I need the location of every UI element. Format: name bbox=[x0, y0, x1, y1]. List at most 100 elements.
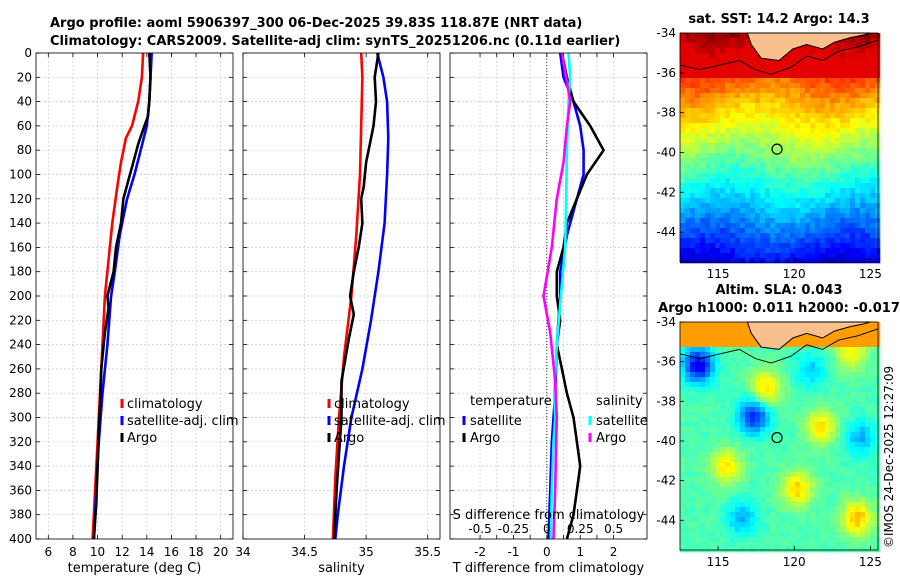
sla_map-cell bbox=[720, 497, 726, 503]
sst_map-cell bbox=[815, 53, 821, 59]
sst_map-cell bbox=[780, 118, 786, 124]
sst_map-cell bbox=[695, 228, 701, 234]
sst_map-cell bbox=[785, 68, 791, 74]
sla_map-cell bbox=[805, 337, 811, 343]
sla_map-cell bbox=[745, 417, 751, 423]
sla_map-cell bbox=[755, 417, 761, 423]
sst_map-cell bbox=[780, 238, 786, 244]
sst_map-cell bbox=[780, 103, 786, 109]
sla_map-cell bbox=[695, 447, 701, 453]
sst_map-cell bbox=[740, 128, 746, 134]
sst_map-cell bbox=[705, 78, 711, 84]
sst_map-cell bbox=[740, 198, 746, 204]
sla_map-cell bbox=[755, 507, 761, 513]
sla_map-cell bbox=[835, 412, 841, 418]
sla_map-cell bbox=[815, 502, 821, 508]
sst_map-cell bbox=[690, 93, 696, 99]
sst_map-cell bbox=[770, 83, 776, 89]
sla_map-cell bbox=[705, 427, 711, 433]
sla_map-cell bbox=[820, 352, 826, 358]
sla_map-cell bbox=[780, 422, 786, 428]
sla_map-cell bbox=[750, 427, 756, 433]
sst_map-cell bbox=[720, 153, 726, 159]
sst_map-cell bbox=[765, 83, 771, 89]
sst_map-cell bbox=[815, 128, 821, 134]
sla_map-cell bbox=[720, 472, 726, 478]
sst_map-cell bbox=[850, 158, 856, 164]
sla_map-cell bbox=[770, 472, 776, 478]
sst_map-cell bbox=[825, 178, 831, 184]
sla_map-cell bbox=[825, 522, 831, 528]
sst_map-cell bbox=[740, 253, 746, 259]
sst_map-cell bbox=[845, 228, 851, 234]
depth-tick-label: 360 bbox=[9, 483, 32, 497]
sla_map-cell bbox=[765, 382, 771, 388]
sla_map-cell bbox=[800, 427, 806, 433]
sst_map-cell bbox=[855, 103, 861, 109]
sst_map-cell bbox=[840, 183, 846, 189]
sla_map-cell bbox=[720, 397, 726, 403]
sla_map-cell bbox=[700, 402, 706, 408]
sst_map-cell bbox=[755, 183, 761, 189]
sst_map-cell bbox=[820, 248, 826, 254]
sla_map-cell bbox=[735, 432, 741, 438]
sla_map-cell bbox=[845, 512, 851, 518]
sst_map-cell bbox=[845, 68, 851, 74]
sst_map-cell bbox=[755, 103, 761, 109]
sst_map-cell bbox=[700, 48, 706, 54]
sla_map-cell bbox=[680, 527, 686, 533]
sst_map-cell bbox=[800, 68, 806, 74]
sst_map-cell bbox=[830, 253, 836, 259]
sst_map-cell bbox=[725, 188, 731, 194]
sla_map-cell bbox=[860, 327, 866, 333]
sla_map-cell bbox=[855, 527, 861, 533]
sst_map-cell bbox=[755, 78, 761, 84]
temperature-xtick-label: 8 bbox=[69, 545, 77, 559]
sla_map-cell bbox=[755, 382, 761, 388]
sst_map-cell bbox=[755, 208, 761, 214]
sst_map-cell bbox=[750, 48, 756, 54]
sla_map-cell bbox=[870, 407, 876, 413]
sst_map-cell bbox=[805, 103, 811, 109]
sst_map-cell bbox=[680, 128, 686, 134]
sla_map-cell bbox=[850, 387, 856, 393]
sla_map-cell bbox=[740, 442, 746, 448]
sla_map-cell bbox=[735, 502, 741, 508]
sst_map-cell bbox=[830, 113, 836, 119]
sst_map-cell bbox=[825, 68, 831, 74]
sst_map-cell bbox=[710, 103, 716, 109]
sla_map-cell bbox=[750, 537, 756, 543]
sla_map-cell bbox=[820, 407, 826, 413]
sla_map-cell bbox=[720, 367, 726, 373]
sst_map-cell bbox=[805, 53, 811, 59]
sst_map-cell bbox=[765, 198, 771, 204]
sst_map-cell bbox=[770, 78, 776, 84]
sla_map-cell bbox=[760, 492, 766, 498]
sst_map-argo-marker bbox=[771, 143, 783, 155]
sst_map-cell bbox=[690, 198, 696, 204]
sst_map-cell bbox=[725, 168, 731, 174]
sla_map-cell bbox=[770, 447, 776, 453]
sst_map-cell bbox=[690, 78, 696, 84]
sla_map-cell bbox=[825, 337, 831, 343]
sla_map-cell bbox=[700, 462, 706, 468]
sla_map-cell bbox=[845, 537, 851, 543]
sst_map-cell bbox=[830, 258, 836, 264]
sst_map-cell bbox=[710, 123, 716, 129]
sst_map-cell bbox=[720, 113, 726, 119]
sst_map-cell bbox=[760, 143, 766, 149]
sst_map-cell bbox=[860, 148, 866, 154]
sst_map-cell bbox=[700, 83, 706, 89]
sst_map-cell bbox=[840, 218, 846, 224]
sla_map-cell bbox=[740, 542, 746, 548]
sla_map-cell bbox=[865, 422, 871, 428]
sla_map-cell bbox=[815, 452, 821, 458]
sla_map-cell bbox=[765, 422, 771, 428]
sla_map-cell bbox=[735, 417, 741, 423]
sla_map-cell bbox=[830, 542, 836, 548]
sla_map-cell bbox=[695, 387, 701, 393]
sla_map-cell bbox=[685, 467, 691, 473]
sst_map-cell bbox=[810, 173, 816, 179]
sla_map-cell bbox=[760, 517, 766, 523]
sst_map-cell bbox=[775, 223, 781, 229]
